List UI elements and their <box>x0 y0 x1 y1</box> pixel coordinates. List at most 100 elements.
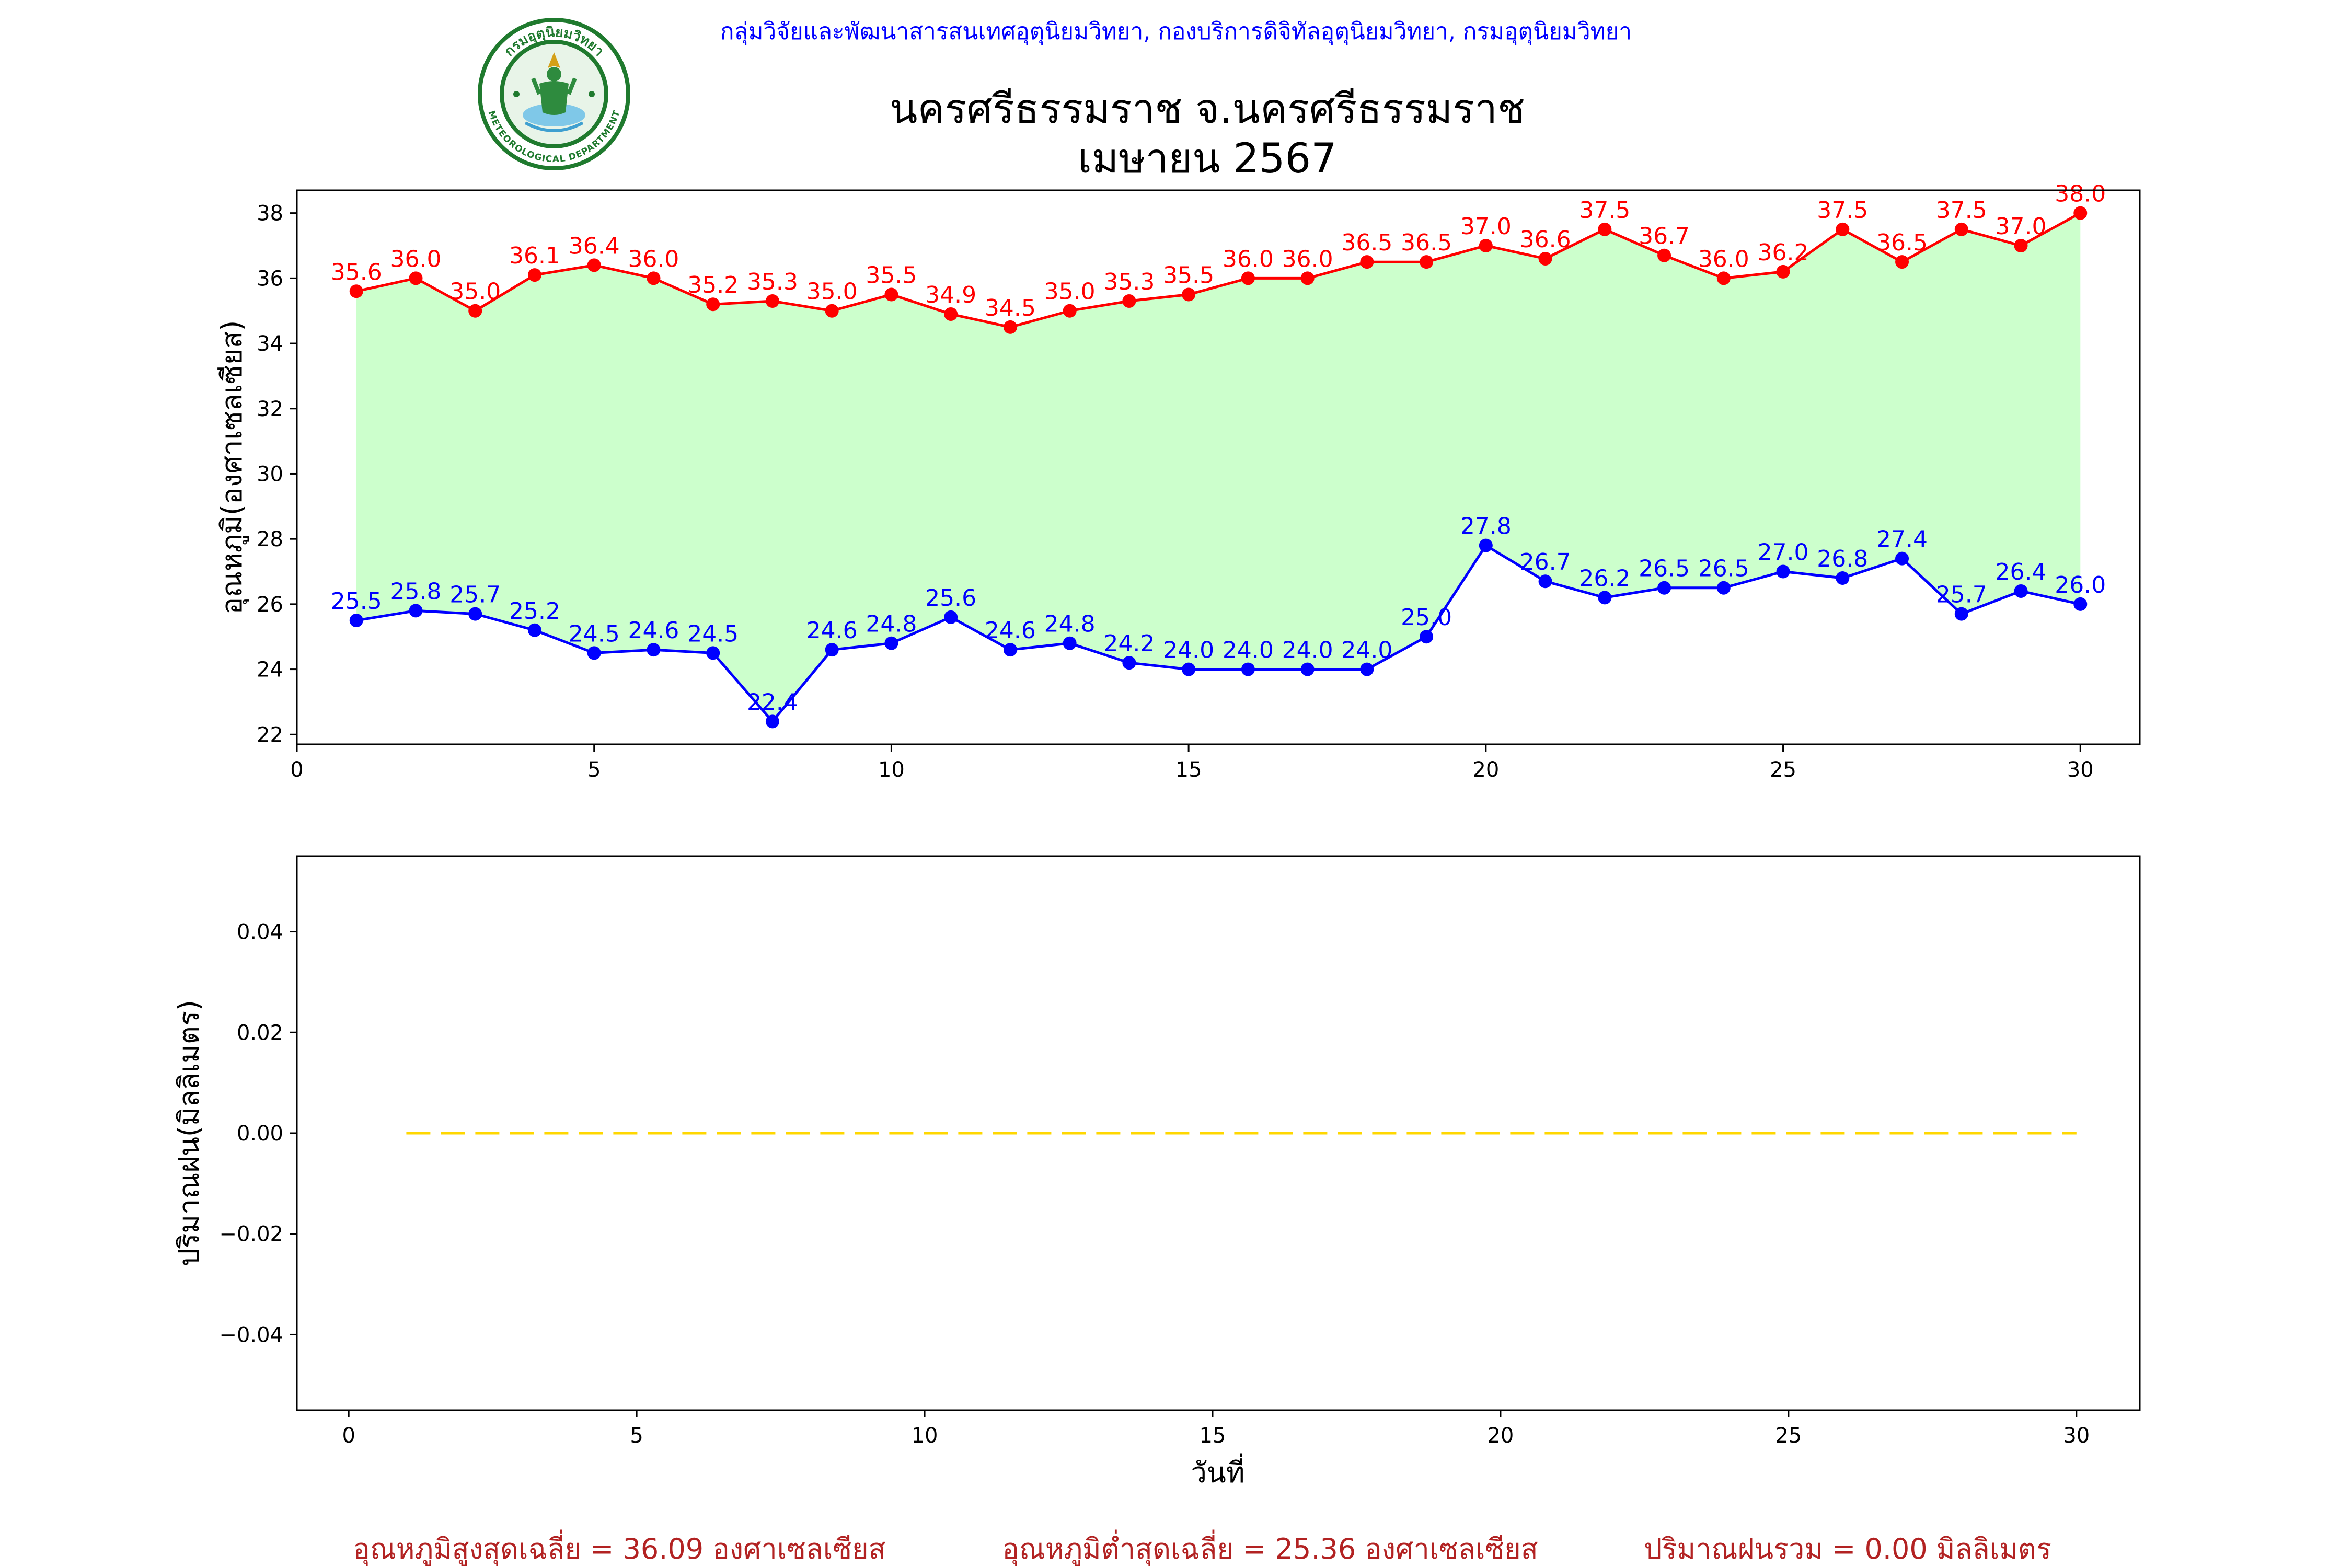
max-temperature-value-label: 36.0 <box>1223 246 1274 272</box>
min-temperature-point <box>349 614 363 628</box>
min-temperature-point <box>587 646 601 660</box>
min-temperature-value-label: 24.2 <box>1103 630 1155 657</box>
min-temperature-value-label: 25.6 <box>925 585 976 612</box>
rainfall-chart: 0 5 10 15 20 25 30 −0.04 −0.02 0.00 0.02 0.04 ปริม… <box>172 855 2141 1489</box>
rainfall-y-tick-label: 0.02 <box>237 1021 283 1045</box>
min-temperature-value-label: 25.0 <box>1401 604 1452 631</box>
max-temperature-value-label: 35.0 <box>449 279 501 305</box>
max-temperature-value-label: 36.0 <box>1282 246 1333 272</box>
min-temperature-value-label: 22.4 <box>747 689 798 716</box>
max-temperature-value-label: 35.3 <box>1103 269 1155 295</box>
min-temperature-value-label: 24.0 <box>1282 637 1333 664</box>
total-rainfall: ปริมาณฝนรวม = 0.00 มิลลิเมตร <box>1644 1532 2051 1565</box>
max-temperature-value-label: 35.0 <box>806 279 858 305</box>
min-temperature-value-label: 24.0 <box>1163 637 1214 664</box>
temperature-y-tick-label: 38 <box>257 202 283 226</box>
temperature-y-tick-label: 30 <box>257 462 283 486</box>
max-temperature-point <box>2073 206 2088 220</box>
max-temperature-point <box>884 287 898 302</box>
rainfall-y-tick-label: 0.04 <box>237 920 283 944</box>
max-temperature-value-label: 36.1 <box>509 243 560 269</box>
max-temperature-point <box>468 304 482 318</box>
min-temperature-value-label: 26.2 <box>1579 565 1630 592</box>
rainfall-x-tick-label: 5 <box>630 1424 643 1448</box>
min-temperature-value-label: 24.6 <box>806 617 858 644</box>
rainfall-x-tick-label: 25 <box>1775 1424 1802 1448</box>
min-temperature-value-label: 24.5 <box>569 620 620 647</box>
max-temperature-point <box>1836 222 1850 236</box>
temperature-y-tick-label: 22 <box>257 723 283 747</box>
temperature-y-tick-label: 28 <box>257 527 283 551</box>
max-temperature-point <box>1657 248 1671 262</box>
max-temperature-point <box>1776 264 1790 279</box>
temperature-x-tick-label: 25 <box>1770 758 1796 782</box>
min-temperature-point <box>1657 581 1671 595</box>
max-temperature-point <box>825 304 839 318</box>
max-temperature-point <box>765 294 779 308</box>
min-temperature-point <box>527 623 541 637</box>
max-temperature-point <box>1063 304 1077 318</box>
min-temperature-value-label: 25.2 <box>509 598 560 625</box>
max-temperature-value-label: 35.5 <box>1163 262 1214 289</box>
meteorological-department-logo: กรมอุตุนิยมวิทยา METEOROLOGICAL DEPARTME… <box>478 18 630 170</box>
min-temperature-point <box>1836 571 1850 585</box>
max-temperature-value-label: 36.0 <box>1698 246 1749 272</box>
rainfall-y-tick-label: 0.00 <box>237 1122 283 1146</box>
temperature-chart: 35.6 36.0 35.0 36.1 36.4 36.0 35.2 35.3 35.0 35.5… <box>215 181 2141 782</box>
rainfall-x-tick-label: 30 <box>2063 1424 2090 1448</box>
temperature-range-fill <box>356 213 2081 722</box>
min-temperature-point <box>884 636 898 650</box>
min-temperature-point <box>2073 597 2088 611</box>
max-temperature-point <box>409 271 423 285</box>
min-temperature-point <box>825 643 839 657</box>
min-temperature-value-label: 24.0 <box>1341 637 1392 664</box>
min-temperature-value-label: 26.5 <box>1639 556 1690 582</box>
max-temperature-point <box>1895 255 1909 269</box>
max-temperature-point <box>1538 251 1552 266</box>
temperature-y-tick-label: 36 <box>257 267 283 291</box>
min-temperature-value-label: 24.0 <box>1223 637 1274 664</box>
max-temperature-point <box>527 268 541 282</box>
max-temperature-point <box>1003 320 1017 334</box>
max-temperature-value-label: 34.9 <box>925 282 976 308</box>
min-temperature-point <box>1954 607 1968 621</box>
min-temperature-value-label: 26.7 <box>1520 549 1571 575</box>
max-temperature-point <box>1182 287 1196 302</box>
min-temperature-value-label: 25.5 <box>331 588 382 615</box>
max-temperature-value-label: 36.2 <box>1758 239 1809 266</box>
max-temperature-value-label: 35.3 <box>747 269 798 295</box>
min-temperature-point <box>944 610 958 624</box>
min-temperature-value-label: 24.8 <box>1044 611 1096 638</box>
max-temperature-point <box>1241 271 1255 285</box>
min-temperature-value-label: 24.5 <box>687 620 739 647</box>
min-temperature-value-label: 27.0 <box>1758 539 1809 566</box>
min-temperature-point <box>1300 662 1315 676</box>
max-temperature-value-label: 35.6 <box>331 259 382 285</box>
min-temperature-value-label: 27.8 <box>1460 513 1512 540</box>
max-temperature-value-label: 36.0 <box>390 246 441 272</box>
max-temperature-point <box>1360 255 1374 269</box>
temperature-y-axis-label: อุณหภูมิ(องศาเซลเซียส) <box>215 320 249 615</box>
min-temperature-point <box>765 714 779 729</box>
min-temperature-value-label: 25.8 <box>390 578 441 605</box>
max-temperature-point <box>1716 271 1731 285</box>
min-temperature-value-label: 25.7 <box>449 582 501 608</box>
min-temperature-point <box>1479 538 1493 552</box>
rainfall-x-tick-label: 15 <box>1200 1424 1226 1448</box>
max-temperature-value-label: 37.5 <box>1817 197 1868 224</box>
max-temperature-point <box>1479 239 1493 252</box>
temperature-x-tick-label: 5 <box>587 758 601 782</box>
temperature-y-tick-label: 26 <box>257 593 283 617</box>
max-temperature-value-label: 35.0 <box>1044 279 1096 305</box>
min-temperature-line <box>356 544 2081 724</box>
temperature-y-tick-label: 32 <box>257 397 283 421</box>
rainfall-x-tick-label: 20 <box>1487 1424 1514 1448</box>
rainfall-x-tick-label: 10 <box>912 1424 938 1448</box>
min-temperature-value-label: 26.5 <box>1698 556 1749 582</box>
rainfall-y-tick-label: −0.04 <box>219 1323 283 1347</box>
temperature-x-tick-label: 10 <box>878 758 905 782</box>
temperature-y-tick-label: 34 <box>257 332 283 356</box>
max-temperature-point <box>2014 239 2028 252</box>
max-temperature-value-label: 37.0 <box>1460 213 1512 240</box>
